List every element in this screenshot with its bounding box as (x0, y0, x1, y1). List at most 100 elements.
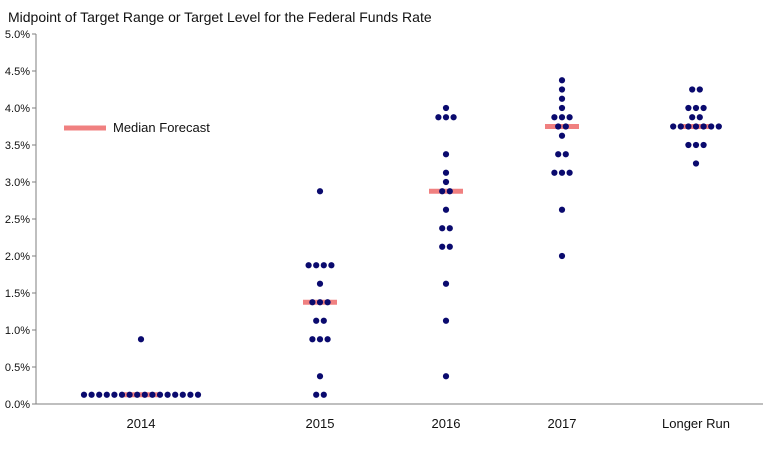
data-point (700, 123, 707, 130)
data-point (316, 373, 324, 380)
y-tick-label: 4.5% (5, 66, 30, 78)
y-tick-label: 2.0% (5, 251, 30, 263)
y-tick-label: 5.0% (5, 29, 30, 41)
x-tick-label: 2016 (432, 416, 461, 431)
data-point (149, 391, 156, 398)
median-markers (124, 124, 713, 398)
data-point (558, 132, 566, 139)
data-point (446, 243, 453, 250)
data-point (320, 262, 327, 269)
legend-median-label: Median Forecast (113, 120, 210, 135)
data-point (137, 336, 145, 343)
data-point (689, 114, 696, 121)
data-point (696, 114, 703, 121)
data-point (164, 391, 171, 398)
data-point (313, 317, 320, 324)
data-point (558, 114, 566, 121)
data-point (324, 299, 331, 306)
y-tick-label: 1.5% (5, 288, 30, 300)
data-point (555, 151, 562, 158)
data-point (442, 373, 450, 380)
data-point (439, 225, 446, 232)
x-tick-label: Longer Run (662, 416, 730, 431)
data-point (442, 151, 450, 158)
data-point (692, 141, 700, 149)
data-point (442, 169, 450, 176)
data-point (172, 391, 179, 398)
data-point (439, 243, 446, 250)
data-point (685, 104, 692, 112)
data-point (179, 391, 186, 398)
data-point (313, 391, 320, 398)
data-point (328, 262, 335, 269)
data-point (692, 123, 700, 130)
data-point (446, 188, 453, 195)
data-point (692, 104, 700, 112)
y-tick-label: 4.0% (5, 103, 30, 115)
data-point (551, 169, 558, 176)
data-point (316, 336, 324, 343)
data-point (96, 391, 103, 398)
data-point (555, 123, 562, 130)
data-point (320, 391, 327, 398)
data-point (442, 114, 450, 121)
y-tick-label: 3.5% (5, 140, 30, 152)
y-tick-label: 3.0% (5, 177, 30, 189)
data-point (558, 104, 566, 112)
data-point (80, 391, 88, 398)
data-point (324, 336, 331, 343)
data-point (566, 169, 573, 176)
data-point (551, 114, 558, 121)
data-point (141, 391, 148, 398)
data-point (316, 280, 324, 287)
data-point (689, 86, 696, 93)
data-point (670, 123, 677, 130)
data-point (692, 160, 700, 167)
data-point (696, 86, 703, 93)
data-point (562, 151, 569, 158)
data-point (313, 262, 320, 269)
data-point (194, 391, 202, 398)
data-point (320, 317, 327, 324)
data-point (305, 262, 312, 269)
legend: Median Forecast (64, 120, 210, 135)
data-point (435, 114, 442, 121)
data-point (442, 317, 450, 324)
data-point (88, 391, 95, 398)
data-point (118, 391, 126, 398)
data-point (562, 123, 569, 130)
y-tick-label: 1.0% (5, 325, 30, 337)
data-point (558, 252, 566, 260)
data-point (309, 336, 316, 343)
data-point (685, 123, 692, 130)
chart-title: Midpoint of Target Range or Target Level… (8, 9, 432, 25)
y-axis-ticks: 0.0% 0.5% 1.0% 1.5% 2.0% 2.5% 3.0% 3.5% 4.0% 4.5%… (5, 29, 36, 411)
data-point (439, 188, 446, 195)
dot-markers (80, 77, 722, 398)
y-tick-label: 0.5% (5, 362, 30, 374)
x-tick-label: 2014 (127, 416, 156, 431)
chart-axes (35, 34, 763, 405)
data-point (450, 114, 457, 121)
data-point (442, 206, 450, 213)
data-point (126, 391, 133, 398)
y-tick-label: 0.0% (5, 399, 30, 411)
data-point (111, 391, 118, 398)
data-point (677, 123, 684, 130)
y-tick-label: 2.5% (5, 214, 30, 226)
data-point (442, 178, 450, 186)
data-point (156, 391, 164, 398)
data-point (715, 123, 722, 130)
data-point (446, 225, 453, 232)
data-point (558, 169, 566, 176)
x-axis-ticks: 2014 2015 2016 2017 Longer Run (127, 416, 730, 431)
data-point (187, 391, 194, 398)
data-point (309, 299, 316, 306)
data-point (700, 104, 707, 112)
data-point (708, 123, 715, 130)
data-point (566, 114, 573, 121)
data-point (442, 280, 450, 287)
data-point (685, 141, 692, 149)
data-point (558, 206, 566, 213)
